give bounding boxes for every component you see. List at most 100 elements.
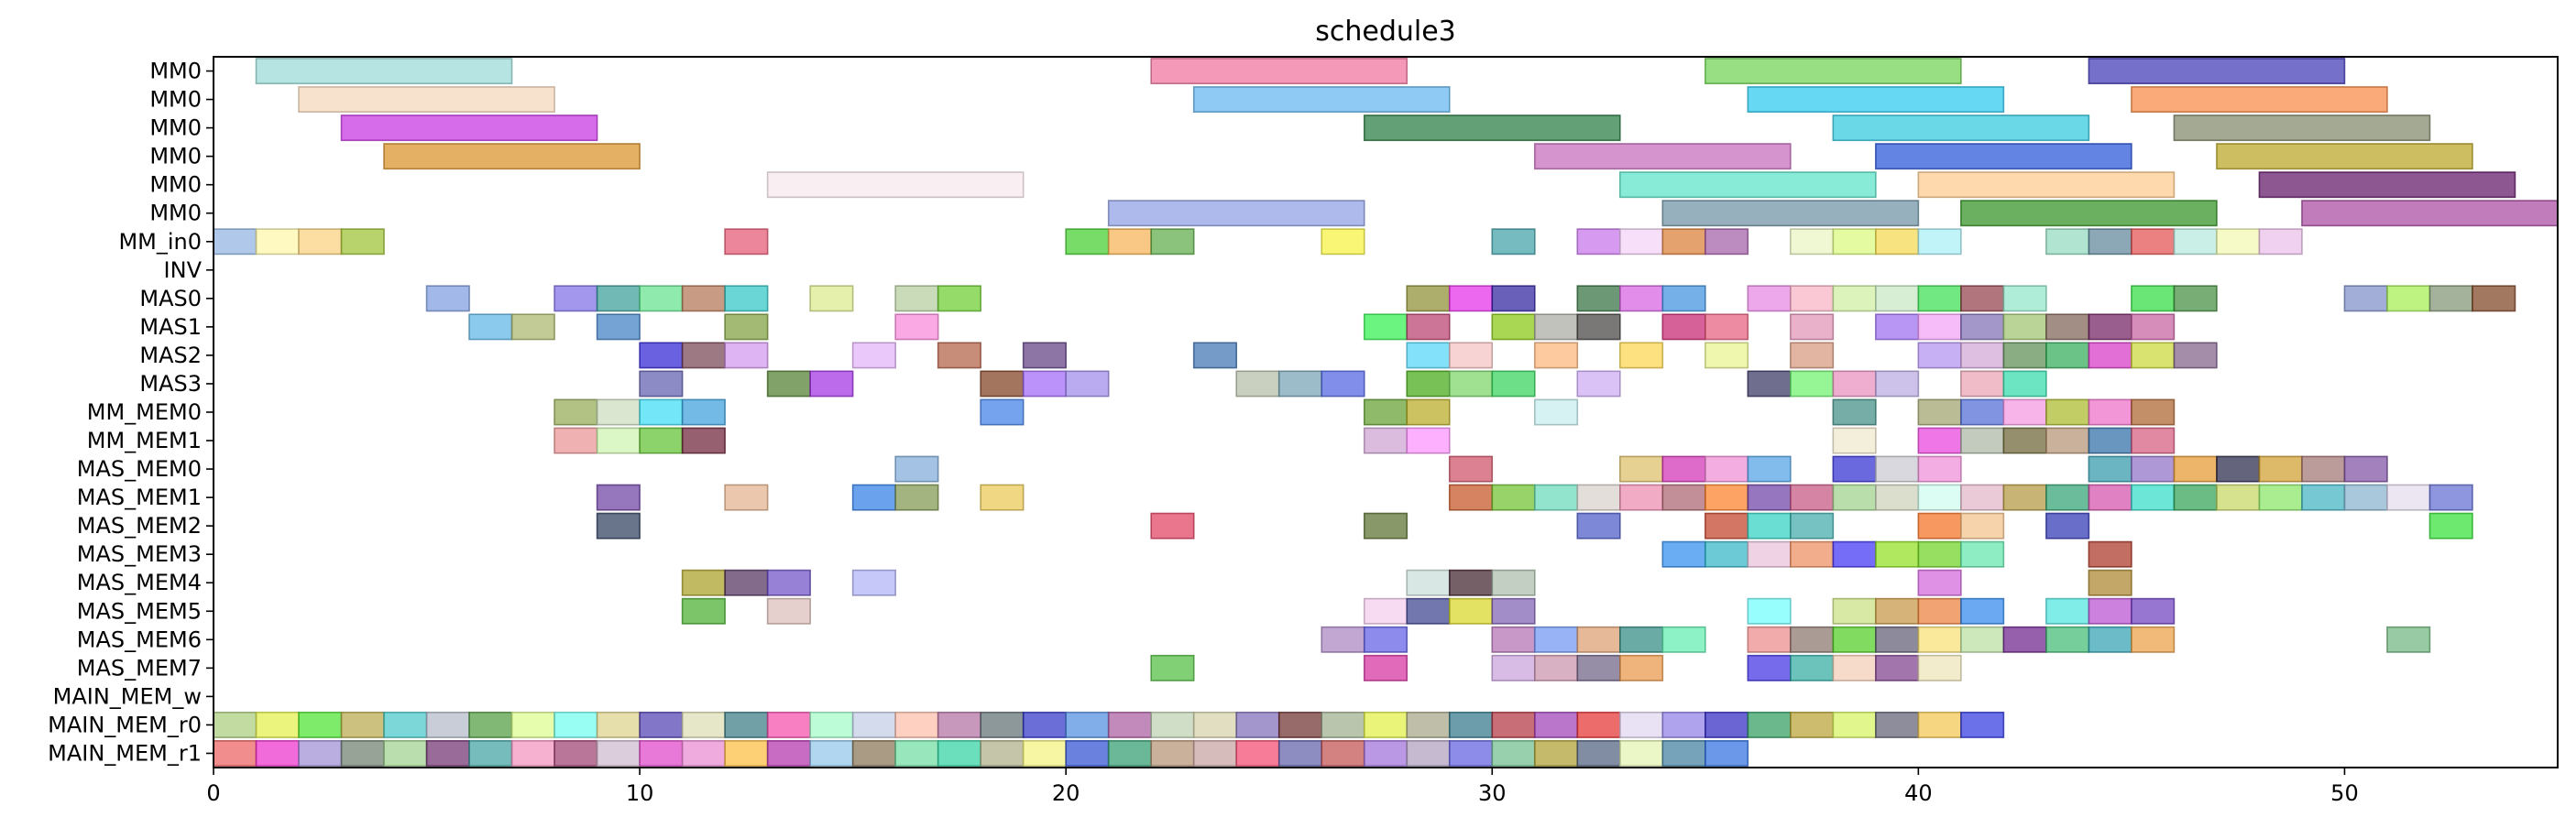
gantt-bar bbox=[1363, 313, 1409, 341]
gantt-bar bbox=[2088, 597, 2132, 625]
gantt-bar bbox=[468, 313, 513, 341]
gantt-bar bbox=[1363, 398, 1409, 426]
gantt-bar bbox=[1491, 569, 1536, 596]
gantt-bar bbox=[1705, 540, 1749, 568]
gantt-bar bbox=[1661, 540, 1706, 568]
gantt-bar bbox=[596, 313, 641, 341]
gantt-bar bbox=[894, 455, 939, 483]
gantt-bar bbox=[2002, 398, 2047, 426]
gantt-bar bbox=[980, 370, 1025, 398]
gantt-bar bbox=[1960, 285, 2005, 312]
gantt-bar bbox=[1875, 654, 1920, 681]
gantt-bar bbox=[1875, 711, 1920, 738]
gantt-bar bbox=[639, 285, 684, 312]
gantt-bar bbox=[809, 711, 854, 738]
gantt-bar bbox=[1065, 740, 1110, 767]
gantt-bar bbox=[724, 313, 769, 341]
gantt-bar bbox=[2216, 228, 2261, 256]
gantt-bar bbox=[1406, 342, 1451, 369]
gantt-bar bbox=[1705, 313, 1749, 341]
gantt-bar bbox=[1960, 711, 2005, 738]
gantt-bar bbox=[724, 740, 769, 767]
gantt-bar bbox=[1619, 484, 1664, 511]
gantt-bar bbox=[1747, 86, 2005, 114]
gantt-bar bbox=[2301, 484, 2346, 511]
gantt-bar bbox=[383, 740, 428, 767]
gantt-bar bbox=[1363, 654, 1409, 681]
gantt-bar bbox=[851, 569, 896, 596]
gantt-bar bbox=[1705, 484, 1749, 511]
gantt-bar bbox=[2258, 484, 2303, 511]
y-tick-label: MAIN_MEM_r0 bbox=[48, 712, 202, 737]
gantt-bar bbox=[766, 569, 811, 596]
gantt-bar bbox=[1705, 342, 1749, 369]
gantt-bar bbox=[2002, 342, 2047, 369]
gantt-bar bbox=[2343, 285, 2388, 312]
gantt-bar bbox=[1832, 114, 2090, 142]
gantt-bar bbox=[2428, 484, 2473, 511]
y-tick-label: MAIN_MEM_r1 bbox=[48, 740, 202, 766]
gantt-bar bbox=[1661, 711, 1706, 738]
gantt-bar bbox=[1235, 740, 1280, 767]
y-tick-label: MAIN_MEM_w bbox=[53, 683, 202, 709]
gantt-bar bbox=[724, 484, 769, 511]
gantt-bar bbox=[1406, 597, 1451, 625]
y-tick-label: MAS0 bbox=[139, 286, 202, 311]
gantt-bar bbox=[937, 711, 981, 738]
gantt-bar bbox=[1705, 740, 1749, 767]
gantt-bar bbox=[980, 484, 1025, 511]
gantt-bar bbox=[554, 740, 598, 767]
gantt-bar bbox=[1448, 285, 1494, 312]
gantt-bar bbox=[1192, 342, 1238, 369]
gantt-bar bbox=[554, 398, 598, 426]
gantt-bar bbox=[1875, 455, 1920, 483]
gantt-bar bbox=[2131, 313, 2176, 341]
gantt-bar bbox=[980, 711, 1025, 738]
gantt-bar bbox=[681, 740, 726, 767]
gantt-bar bbox=[2088, 484, 2132, 511]
gantt-bar bbox=[2088, 427, 2132, 454]
gantt-bar bbox=[1747, 455, 1792, 483]
gantt-bar bbox=[1960, 484, 2005, 511]
gantt-bar bbox=[1705, 455, 1749, 483]
y-tick-label: MAS2 bbox=[139, 343, 202, 368]
gantt-bar bbox=[383, 143, 641, 170]
gantt-bar bbox=[2216, 143, 2473, 170]
gantt-bar bbox=[766, 711, 811, 738]
gantt-bar bbox=[2045, 484, 2090, 511]
gantt-bar bbox=[1747, 626, 1792, 653]
gantt-bar bbox=[1619, 711, 1664, 738]
gantt-bar bbox=[1576, 626, 1621, 653]
gantt-bar bbox=[1533, 143, 1792, 170]
gantt-bar bbox=[2428, 285, 2473, 312]
gantt-bar bbox=[1321, 740, 1365, 767]
gantt-bar bbox=[1875, 285, 1920, 312]
gantt-bar bbox=[851, 711, 896, 738]
gantt-bar bbox=[1491, 597, 1536, 625]
gantt-bar bbox=[1960, 398, 2005, 426]
gantt-bar bbox=[213, 711, 258, 738]
gantt-bar bbox=[894, 711, 939, 738]
gantt-bar bbox=[1875, 540, 1920, 568]
gantt-bar bbox=[1747, 370, 1792, 398]
gantt-bar bbox=[1747, 285, 1792, 312]
gantt-bar bbox=[340, 114, 598, 142]
gantt-bar bbox=[1917, 569, 1962, 596]
x-tick-label: 0 bbox=[206, 780, 220, 806]
y-tick-label: MAS_MEM0 bbox=[77, 456, 202, 482]
gantt-bar bbox=[2088, 228, 2132, 256]
gantt-bar bbox=[639, 427, 684, 454]
gantt-bar bbox=[1406, 370, 1451, 398]
gantt-bar bbox=[298, 228, 343, 256]
gantt-bar bbox=[1790, 512, 1835, 539]
y-tick-label: MM_MEM0 bbox=[87, 399, 202, 425]
gantt-bar bbox=[1619, 285, 1664, 312]
gantt-bar bbox=[1533, 740, 1579, 767]
gantt-bar bbox=[2343, 455, 2388, 483]
gantt-bar bbox=[1576, 484, 1621, 511]
gantt-bar bbox=[1661, 740, 1706, 767]
y-tick-label: MM_in0 bbox=[118, 229, 202, 255]
gantt-bar bbox=[1491, 740, 1536, 767]
